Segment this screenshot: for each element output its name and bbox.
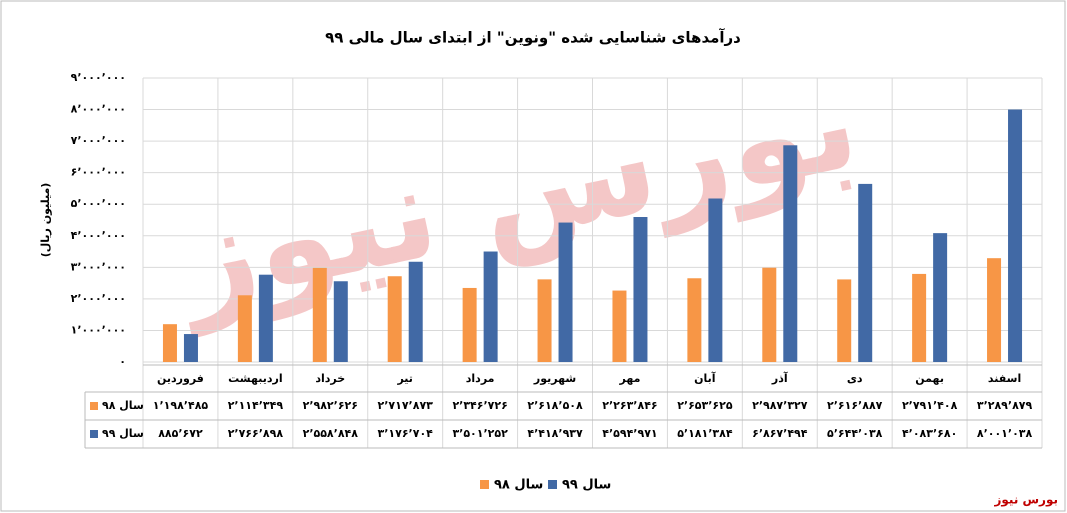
y-tick-label: ۵٬۰۰۰٬۰۰۰ xyxy=(71,197,126,210)
bar xyxy=(162,324,177,362)
bar xyxy=(258,274,273,362)
bar xyxy=(837,279,852,362)
table-row-header: سال ۹۹ xyxy=(102,427,144,440)
x-tick-label: مرداد xyxy=(466,372,495,385)
bar xyxy=(783,145,798,362)
legend-label: سال ۹۹ xyxy=(562,478,611,493)
x-tick-label: مهر xyxy=(618,372,640,385)
bar xyxy=(333,281,348,362)
table-value: ۲٬۷۱۷٬۸۷۳ xyxy=(378,399,434,412)
y-tick-label: ۷٬۰۰۰٬۰۰۰ xyxy=(71,134,126,147)
table-value: ۲٬۹۸۷٬۳۲۷ xyxy=(752,399,808,412)
chart-title: درآمدهای شناسایی شده "ونوین" از ابتدای س… xyxy=(325,29,741,47)
x-tick-label: دی xyxy=(847,372,863,385)
table-value: ۴٬۴۱۸٬۹۳۷ xyxy=(527,427,583,440)
y-tick-label: ۲٬۰۰۰٬۰۰۰ xyxy=(71,292,126,305)
table-value: ۲٬۱۱۴٬۳۴۹ xyxy=(228,399,284,412)
x-tick-label: فروردین xyxy=(157,372,204,385)
table-value: ۲٬۶۵۳٬۶۲۵ xyxy=(677,399,733,412)
bar xyxy=(987,258,1002,362)
y-tick-label: ۳٬۰۰۰٬۰۰۰ xyxy=(71,260,126,273)
x-tick-label: آبان xyxy=(694,371,716,385)
table-value: ۶٬۸۶۷٬۴۹۴ xyxy=(752,427,808,440)
bar xyxy=(558,222,573,362)
bar xyxy=(933,233,948,362)
bar xyxy=(537,279,552,362)
table-value: ۲٬۶۱۶٬۸۸۷ xyxy=(827,399,883,412)
table-value: ۳٬۵۰۱٬۲۵۲ xyxy=(452,427,508,440)
source: بورس نیوز xyxy=(993,493,1058,508)
table-value: ۲٬۵۵۸٬۸۴۸ xyxy=(303,427,359,440)
bar xyxy=(633,217,648,362)
table-value: ۵٬۱۸۱٬۳۸۴ xyxy=(677,427,733,440)
table-value: ۸۸۵٬۶۷۲ xyxy=(158,427,203,440)
bar xyxy=(237,295,252,362)
legend-key xyxy=(548,480,557,489)
table-value: ۲٬۳۴۶٬۷۲۶ xyxy=(452,399,507,412)
table-legend-key xyxy=(90,430,98,438)
y-tick-label: ۹٬۰۰۰٬۰۰۰ xyxy=(71,71,126,84)
table-value: ۲٬۲۶۳٬۸۴۶ xyxy=(602,399,657,412)
bar xyxy=(408,261,423,362)
table-value: ۸٬۰۰۱٬۰۳۸ xyxy=(977,427,1033,440)
y-tick-label: ۴٬۰۰۰٬۰۰۰ xyxy=(71,229,126,242)
y-axis-label: (میلیون ریال) xyxy=(39,183,52,258)
table-value: ۱٬۱۹۸٬۴۸۵ xyxy=(153,399,209,412)
table-value: ۳٬۱۷۶٬۷۰۴ xyxy=(378,427,434,440)
bar xyxy=(1008,109,1023,363)
table-value: ۵٬۶۴۴٬۰۳۸ xyxy=(827,427,883,440)
y-tick-label: ۶٬۰۰۰٬۰۰۰ xyxy=(71,166,126,179)
y-tick-label: ۱٬۰۰۰٬۰۰۰ xyxy=(71,323,126,336)
y-tick-label: ۰ xyxy=(119,355,126,368)
y-tick-label: ۸٬۰۰۰٬۰۰۰ xyxy=(71,103,126,116)
x-tick-label: شهریور xyxy=(533,372,576,385)
legend-label: سال ۹۸ xyxy=(494,478,543,493)
x-tick-label: اردیبهشت xyxy=(228,372,282,385)
bar xyxy=(858,183,873,362)
table-value: ۲٬۷۹۱٬۴۰۸ xyxy=(902,399,958,412)
x-tick-label: اسفند xyxy=(988,372,1021,385)
bar xyxy=(483,251,498,362)
table-value: ۲٬۹۸۲٬۶۲۶ xyxy=(303,399,358,412)
bar xyxy=(183,334,198,362)
bar xyxy=(387,276,402,362)
bar xyxy=(708,198,723,362)
bar xyxy=(687,278,702,362)
table-value: ۲٬۷۶۶٬۸۹۸ xyxy=(228,427,284,440)
x-tick-label: تیر xyxy=(396,372,412,385)
x-tick-label: خرداد xyxy=(315,372,345,385)
table-value: ۴٬۵۹۴٬۹۷۱ xyxy=(602,427,657,440)
bar xyxy=(612,290,627,362)
bar xyxy=(762,267,777,362)
table-row-header: سال ۹۸ xyxy=(102,399,144,412)
table-value: ۲٬۶۱۸٬۵۰۸ xyxy=(527,399,583,412)
bar xyxy=(312,267,327,362)
bar xyxy=(912,273,927,362)
table-value: ۴٬۰۸۳٬۶۸۰ xyxy=(902,427,957,440)
x-tick-label: آذر xyxy=(771,371,788,385)
table-legend-key xyxy=(90,402,98,410)
table-value: ۳٬۲۸۹٬۸۷۹ xyxy=(977,399,1033,412)
x-tick-label: بهمن xyxy=(915,372,944,385)
legend-key xyxy=(480,480,489,489)
bar xyxy=(462,287,477,362)
